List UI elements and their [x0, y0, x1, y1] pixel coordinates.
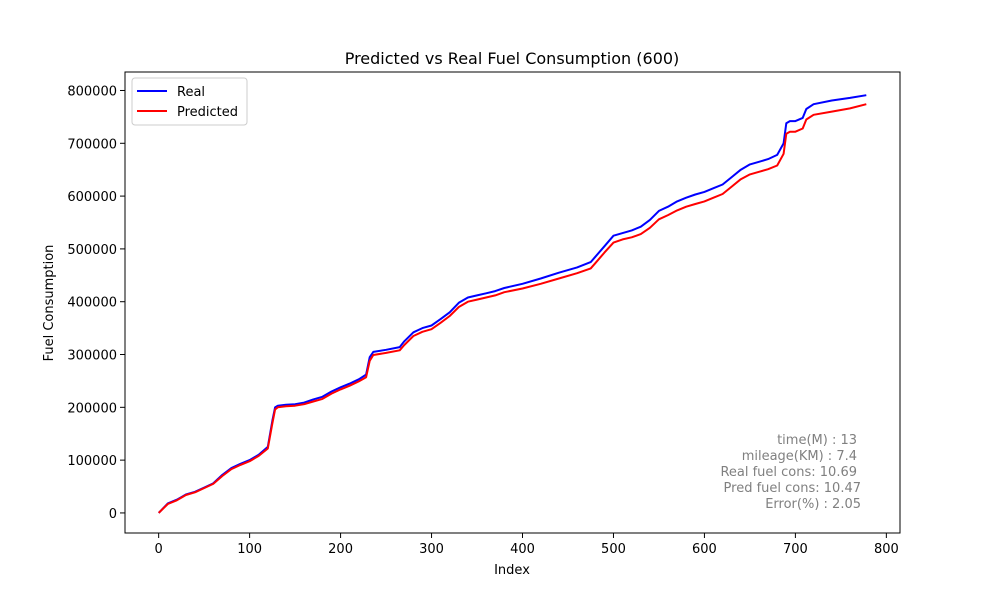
x-tick-label: 200: [328, 542, 353, 557]
y-tick-label: 800000: [67, 84, 117, 99]
x-tick-label: 600: [692, 542, 717, 557]
chart-title: Predicted vs Real Fuel Consumption (600): [345, 49, 680, 68]
x-axis-label: Index: [494, 563, 530, 578]
x-tick-label: 500: [601, 542, 626, 557]
x-tick-label: 300: [419, 542, 444, 557]
x-axis: 0 100 200 300 400 500 600 700 800: [155, 533, 899, 557]
legend: Real Predicted: [131, 77, 248, 126]
x-tick-label: 100: [237, 542, 262, 557]
y-tick-label: 0: [109, 507, 117, 522]
plot-frame: [124, 71, 901, 534]
y-tick-label: 600000: [67, 190, 117, 205]
y-axis: 0 100000 200000 300000 400000 500000 600000 700…: [67, 84, 125, 522]
series-layer: [157, 94, 867, 514]
y-tick-label: 500000: [67, 243, 117, 258]
x-tick-label: 400: [510, 542, 535, 557]
legend-label-real: Real: [177, 85, 205, 100]
x-tick-label: 800: [874, 542, 899, 557]
series-line-predicted: [158, 103, 867, 514]
stats-annotation: time(M) : 13 mileage(KM) : 7.4 Real fuel…: [720, 433, 861, 512]
legend-box: [131, 77, 248, 126]
y-tick-label: 100000: [67, 454, 117, 469]
stat-pred-fuel: Pred fuel cons: 10.47: [724, 481, 861, 496]
y-axis-label: Fuel Consumption: [42, 245, 57, 362]
y-tick-label: 300000: [67, 349, 117, 364]
stat-real-fuel: Real fuel cons: 10.69: [720, 465, 857, 480]
stat-time: time(M) : 13: [777, 433, 857, 448]
y-tick-label: 700000: [67, 137, 117, 152]
y-tick-label: 200000: [67, 401, 117, 416]
y-tick-label: 400000: [67, 296, 117, 311]
x-tick-label: 0: [155, 542, 163, 557]
x-tick-label: 700: [783, 542, 808, 557]
stat-mileage: mileage(KM) : 7.4: [742, 449, 857, 464]
stat-error: Error(%) : 2.05: [765, 497, 861, 512]
legend-label-predicted: Predicted: [177, 105, 238, 120]
